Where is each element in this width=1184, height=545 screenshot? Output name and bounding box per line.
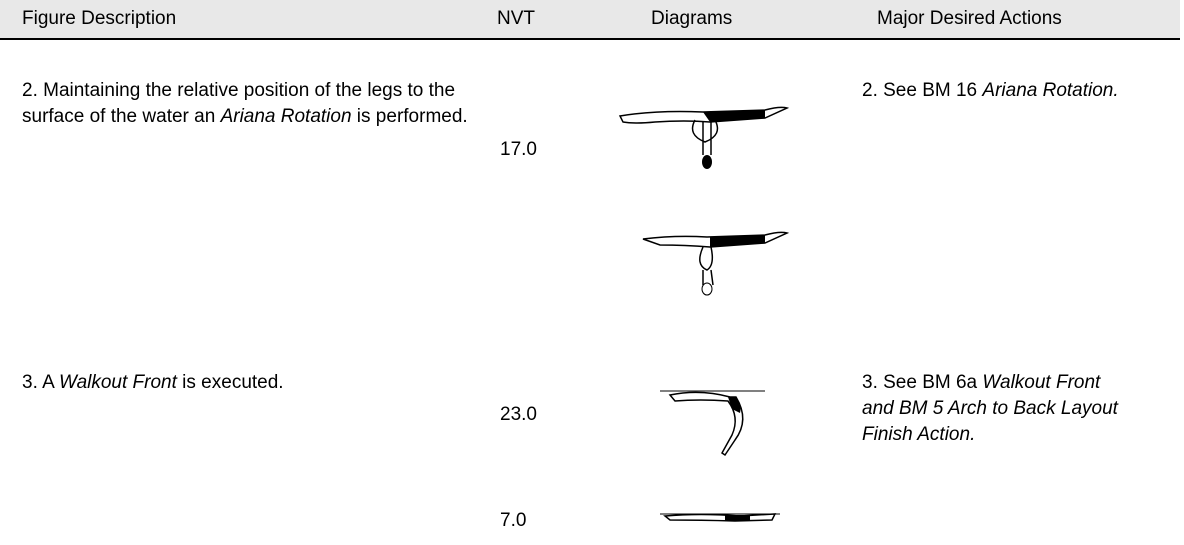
nvt-value: 17.0 xyxy=(500,139,537,160)
nvt-value: 23.0 xyxy=(500,404,537,425)
column-header: Diagrams xyxy=(651,8,733,29)
desired-actions: 3. See BM 6a Walkout Front and BM 5 Arch… xyxy=(862,370,1127,448)
text: Walkout Front and BM 5 Arch to Back Layo… xyxy=(862,372,1118,445)
column-header: Figure Description xyxy=(22,8,177,29)
column-header: NVT xyxy=(497,8,535,29)
text: is executed. xyxy=(176,372,284,393)
table-header: Figure Description NVT Diagrams Major De… xyxy=(0,0,1180,40)
diagram xyxy=(660,513,780,522)
diagram xyxy=(642,231,790,296)
text: 3. A xyxy=(22,372,59,393)
text: 2. See BM 16 xyxy=(862,80,983,101)
figure-description: 2. Maintaining the relative position of … xyxy=(22,78,472,130)
text: Ariana Rotation. xyxy=(982,80,1119,101)
column-header: Major Desired Actions xyxy=(877,8,1062,29)
diagram xyxy=(618,106,790,169)
text: Walkout Front xyxy=(58,372,177,393)
text: Ariana Rotation xyxy=(220,106,352,127)
figure-description: 3. A Walkout Front is executed. xyxy=(22,370,472,396)
diagram xyxy=(660,390,765,457)
desired-actions: 2. See BM 16 Ariana Rotation. xyxy=(862,78,1127,104)
nvt-value: 7.0 xyxy=(500,510,527,531)
text: 2. Maintaining the relative position of … xyxy=(22,80,456,127)
text: 3. See BM 6a xyxy=(862,372,983,393)
text: is performed. xyxy=(351,106,468,127)
